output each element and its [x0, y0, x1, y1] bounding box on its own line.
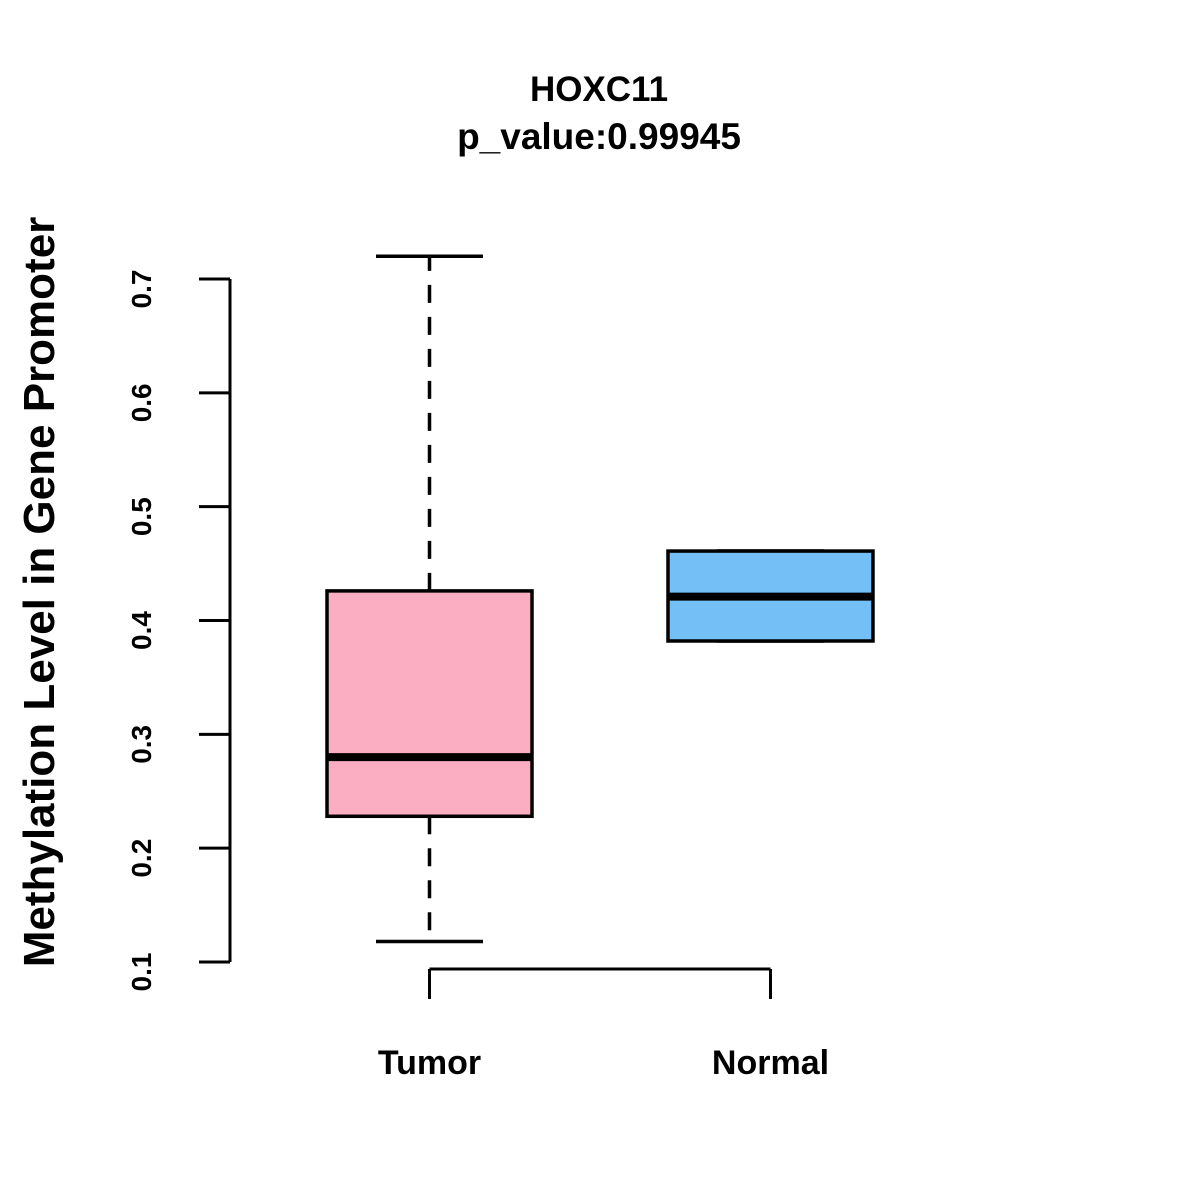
tumor-box [325, 589, 534, 819]
category-label-tumor: Tumor [378, 1044, 481, 1082]
y-axis-label: Methylation Level in Gene Promoter [15, 216, 64, 968]
y-axis-tick-label: 0.6 [126, 383, 157, 422]
y-axis-tick-label: 0.2 [126, 839, 157, 878]
chart-title: HOXC11 [529, 70, 669, 109]
category-label-normal: Normal [712, 1044, 829, 1082]
y-axis-tick-label: 0.3 [126, 725, 157, 764]
y-axis-tick-label: 0.4 [126, 611, 157, 650]
y-axis-tick-label: 0.1 [126, 953, 157, 992]
chart-subtitle-pvalue: p_value:0.99945 [457, 116, 741, 157]
y-axis-tick-label: 0.7 [126, 270, 157, 309]
y-axis-tick-label: 0.5 [126, 497, 157, 536]
